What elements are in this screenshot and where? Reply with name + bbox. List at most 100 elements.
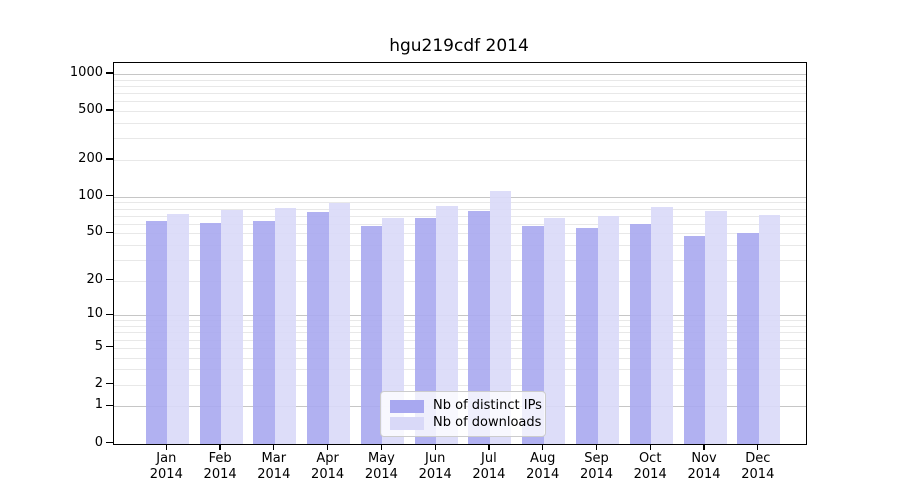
gridline-minor	[114, 280, 806, 282]
x-tick-label: Feb 2014	[190, 451, 250, 483]
x-tick-month: Dec	[745, 451, 771, 466]
y-tick-label: 5	[94, 338, 103, 354]
x-tick-year: 2014	[741, 467, 775, 482]
bar-distinct-ips-apr	[307, 211, 329, 444]
gridline-minor	[114, 93, 806, 95]
gridline-minor	[114, 384, 806, 386]
y-tick-label: 2	[94, 375, 103, 391]
y-tick-label: 200	[78, 151, 103, 166]
gridline-major	[114, 74, 806, 76]
gridline-minor	[114, 123, 806, 125]
bar-distinct-ips-aug	[522, 226, 544, 444]
bar-distinct-ips-jul	[468, 211, 490, 444]
x-tick-year: 2014	[579, 467, 614, 482]
y-tick-label: 500	[78, 102, 103, 118]
y-tick	[106, 158, 113, 160]
x-tick-year: 2014	[472, 467, 506, 482]
gridline-minor	[114, 86, 806, 88]
bar-distinct-ips-oct	[629, 224, 652, 444]
gridline-minor	[114, 208, 806, 210]
y-tick	[106, 72, 113, 74]
y-tick-label: 1	[94, 397, 103, 413]
bar-distinct-ips-may	[360, 226, 383, 444]
x-tick-label: Dec 2014	[728, 451, 788, 483]
x-tick-label: Mar 2014	[244, 451, 304, 483]
gridline-minor	[114, 138, 806, 140]
gridline-major	[114, 315, 806, 317]
y-tick-label: 20	[86, 271, 103, 287]
x-tick-label: May 2014	[351, 451, 411, 483]
y-tick-label: 10	[86, 306, 103, 322]
x-tick	[380, 444, 383, 450]
bar-downloads-mar	[274, 207, 297, 444]
gridline-major	[114, 196, 806, 198]
legend-label: Nb of downloads	[433, 415, 542, 430]
gridline-minor	[114, 357, 806, 359]
x-tick-label: Jun 2014	[405, 451, 465, 483]
x-tick	[219, 444, 221, 450]
x-tick	[649, 444, 651, 450]
y-tick	[106, 441, 113, 444]
bar-downloads-jan	[167, 213, 189, 444]
y-tick	[106, 404, 113, 407]
gridline-minor	[114, 259, 806, 261]
x-tick	[326, 444, 329, 450]
bar-downloads-jul	[489, 190, 512, 444]
bar-downloads-oct	[651, 207, 673, 444]
x-tick-month: Jun	[425, 451, 446, 466]
x-tick-year: 2014	[257, 467, 291, 482]
x-tick	[488, 444, 490, 450]
gridline-minor	[114, 160, 806, 161]
gridline-minor	[114, 111, 806, 113]
y-tick-label: 100	[78, 187, 103, 203]
x-tick-year: 2014	[633, 467, 667, 482]
bar-distinct-ips-feb	[199, 223, 222, 444]
y-tick	[106, 195, 113, 197]
x-tick-year: 2014	[418, 467, 452, 482]
gridline-minor	[114, 79, 806, 81]
x-tick-month: Feb	[208, 451, 232, 466]
legend: Nb of distinct IPs Nb of downloads	[380, 391, 546, 437]
gridline-minor	[114, 223, 806, 225]
chart-title: hgu219cdf 2014	[389, 36, 529, 56]
gridline-minor	[114, 369, 806, 371]
x-tick-year: 2014	[203, 467, 237, 482]
x-tick-month: Sep	[584, 451, 609, 466]
bar-downloads-dec	[758, 215, 781, 444]
y-tick	[106, 231, 113, 233]
x-tick	[434, 444, 436, 450]
gridline-minor	[114, 202, 806, 204]
y-tick	[106, 346, 113, 348]
x-tick	[542, 444, 544, 450]
bar-distinct-ips-nov	[683, 235, 705, 444]
bar-distinct-ips-jan	[145, 220, 168, 444]
gridline-minor	[114, 332, 806, 334]
plot-area: Nb of distinct IPs Nb of downloads	[113, 62, 807, 445]
x-tick-month: Nov	[691, 451, 717, 466]
bar-downloads-nov	[705, 211, 727, 444]
y-tick	[106, 313, 113, 315]
x-tick-label: Jan 2014	[136, 451, 196, 483]
bar-downloads-may	[382, 218, 404, 444]
y-tick	[106, 109, 113, 111]
bar-distinct-ips-dec	[737, 232, 759, 444]
x-tick-month: Oct	[638, 451, 662, 466]
x-tick-year: 2014	[687, 467, 721, 482]
legend-swatch-icon	[390, 399, 424, 413]
bar-downloads-feb	[221, 210, 243, 444]
y-tick	[106, 383, 113, 385]
x-tick-label: Nov 2014	[674, 451, 734, 483]
x-tick-year: 2014	[311, 467, 345, 482]
x-tick-month: May	[367, 451, 395, 466]
x-tick-year: 2014	[526, 467, 560, 482]
bar-downloads-aug	[543, 217, 566, 444]
y-tick-label: 0	[94, 434, 103, 450]
gridline-minor	[114, 101, 806, 103]
x-tick-label: Apr 2014	[298, 451, 358, 483]
gridline-minor	[114, 215, 806, 217]
bar-downloads-apr	[328, 203, 351, 444]
gridline-minor	[114, 326, 806, 327]
x-tick	[165, 444, 167, 450]
gridline-minor	[114, 347, 806, 349]
